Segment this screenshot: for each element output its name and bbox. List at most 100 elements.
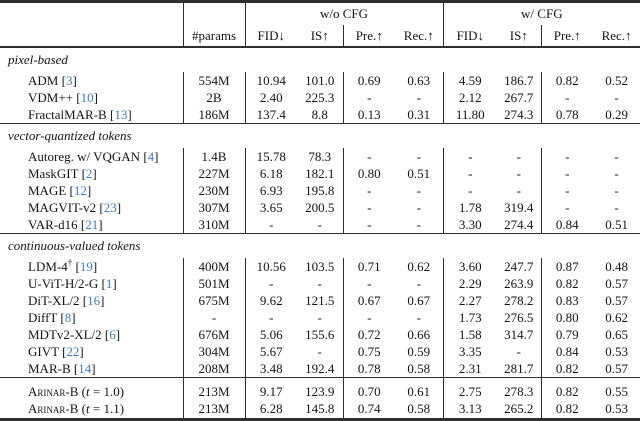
params-cell: 208M: [182, 360, 246, 378]
value-cell: 1.73: [442, 309, 498, 326]
value-cell: 0.72: [342, 326, 395, 343]
value-cell: -: [269, 217, 274, 232]
table-row: Arinar-B (t = 1.1) 213M 6.28 145.8 0.74 0.58 3…: [0, 400, 640, 420]
section-label-row: vector-quantized tokens: [0, 124, 640, 149]
section-label: vector-quantized tokens: [8, 128, 132, 143]
value-cell: 0.84: [540, 216, 594, 234]
model-cell: GIVT [22]: [0, 343, 183, 360]
citation-bracket: ]: [116, 200, 122, 215]
citation-number: 14: [78, 361, 92, 376]
value-cell: 0.48: [605, 259, 628, 274]
model-name: VAR-d16: [28, 217, 78, 232]
citation-link[interactable]: [8]: [60, 310, 75, 325]
model-name: FractalMAR-B: [28, 107, 107, 122]
citation-link[interactable]: [3]: [62, 73, 77, 88]
citation-number: 23: [103, 200, 117, 215]
citation-link[interactable]: [14]: [74, 361, 96, 376]
value-cell: 2.40: [259, 90, 283, 105]
model-cell: MAGE [12]: [0, 182, 183, 199]
value-cell: 9.62: [259, 293, 283, 308]
params-cell: 675M: [182, 292, 246, 309]
value-cell: -: [614, 183, 619, 198]
citation-link[interactable]: [19]: [75, 259, 97, 274]
value-cell: 0.65: [605, 327, 628, 342]
model-name: DiT-XL/2: [28, 293, 80, 308]
citation-link[interactable]: [16]: [83, 293, 105, 308]
header-group-wo-cfg: w/o CFG: [320, 6, 369, 21]
params-cell: 227M: [182, 165, 246, 182]
value-cell: 192.4: [305, 361, 335, 376]
value-cell: 276.5: [504, 310, 534, 325]
value-cell: -: [342, 216, 395, 234]
value-cell: -: [416, 276, 421, 291]
value-cell: 123.9: [305, 384, 335, 399]
value-cell: -: [342, 309, 395, 326]
table-row: VAR-d16 [21] 310M - - - -3.30 274.4 0.84 0.51: [0, 216, 640, 234]
citation-link[interactable]: [1]: [101, 276, 116, 291]
value-cell: 0.78: [342, 360, 395, 378]
value-cell: -: [416, 217, 421, 232]
citation-link[interactable]: [10]: [76, 90, 98, 105]
model-cell: MaskGIT [2]: [0, 165, 183, 182]
value-cell: -: [342, 89, 395, 106]
value-cell: 0.71: [342, 258, 395, 275]
params-cell: 1.4B: [182, 148, 246, 165]
value-cell: -: [516, 149, 521, 164]
value-cell: 78.3: [308, 149, 332, 164]
value-cell: -: [540, 89, 594, 106]
params-cell: 501M: [182, 275, 246, 292]
value-cell: 314.7: [504, 327, 534, 342]
model-name: ADM: [28, 73, 59, 88]
citation-number: 13: [114, 107, 128, 122]
citation-number: 16: [87, 293, 101, 308]
section-label: pixel-based: [8, 52, 68, 67]
citation-link[interactable]: [21]: [81, 217, 103, 232]
value-cell: 0.57: [605, 276, 628, 291]
header-group-w-cfg: w/ CFG: [442, 1, 640, 25]
value-cell: -: [416, 310, 421, 325]
citation-link[interactable]: [22]: [62, 344, 84, 359]
citation-link[interactable]: [6]: [105, 327, 120, 342]
citation-link[interactable]: [2]: [82, 166, 97, 181]
params-cell: 213M: [182, 377, 246, 400]
value-cell: -: [540, 148, 594, 165]
value-cell: 0.74: [342, 400, 395, 420]
value-cell: 2.27: [442, 292, 498, 309]
header-rec-w: Rec.↑: [601, 27, 632, 43]
citation-link[interactable]: [13]: [110, 107, 132, 122]
citation-link[interactable]: [12]: [70, 183, 92, 198]
header-is-wo: IS↑: [310, 27, 329, 43]
header-model-blank: [0, 2, 183, 26]
value-cell: 0.80: [540, 309, 594, 326]
value-cell: 4.59: [442, 72, 498, 89]
citation-number: 3: [65, 73, 73, 88]
value-cell: 3.48: [259, 361, 283, 376]
citation-link[interactable]: [4]: [143, 149, 158, 164]
value-cell: -: [516, 344, 521, 359]
citation-number: 22: [66, 344, 80, 359]
model-name: MAR-B: [28, 361, 71, 376]
value-cell: -: [540, 165, 594, 182]
params-cell: 554M: [182, 72, 246, 89]
value-cell: 103.5: [305, 259, 335, 274]
model-cell: DiT-XL/2 [16]: [0, 292, 183, 309]
value-cell: 6.18: [259, 166, 283, 181]
model-name: VDM++: [28, 90, 73, 105]
params-cell: 2B: [182, 89, 246, 106]
value-cell: -: [614, 166, 619, 181]
table-row: MAGE [12] 230M 6.93 195.8- - - - - -: [0, 182, 640, 199]
params-cell: 676M: [182, 326, 246, 343]
citation-bracket: [: [81, 166, 86, 181]
table-section: continuous-valued tokens LDM-4† [19] 400M 1…: [0, 234, 640, 378]
value-cell: 0.57: [605, 361, 628, 376]
params-cell: 307M: [182, 199, 246, 216]
value-cell: 0.83: [540, 292, 594, 309]
citation-number: 10: [80, 90, 94, 105]
value-cell: -: [342, 148, 395, 165]
citation-bracket: [: [99, 200, 104, 215]
citation-link[interactable]: [23]: [99, 200, 121, 215]
value-cell: 278.2: [504, 293, 534, 308]
header-model-blank-2: [0, 25, 183, 47]
header-fid-wo: FID↓: [257, 27, 285, 43]
